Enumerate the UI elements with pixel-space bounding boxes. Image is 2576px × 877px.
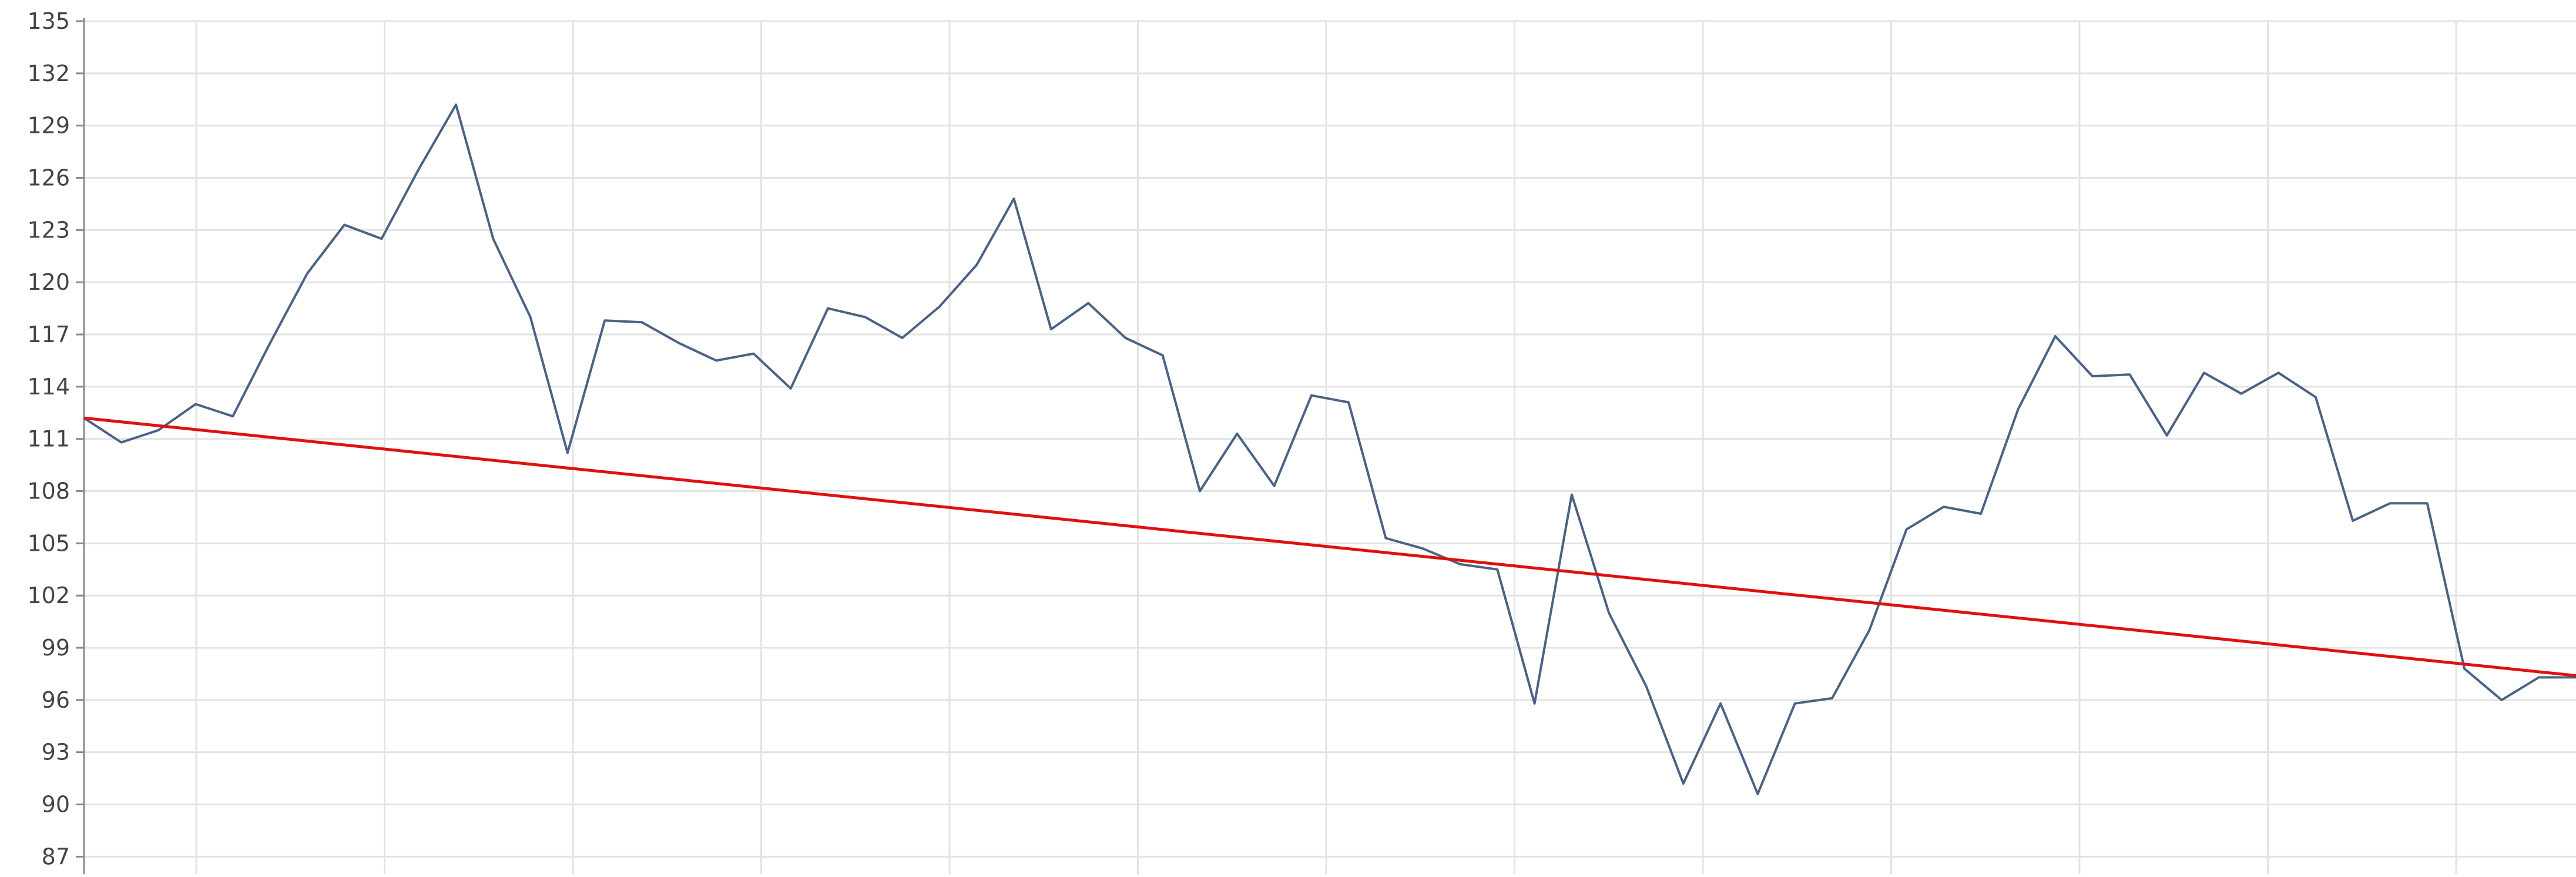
y-tick-label: 129 (27, 113, 70, 139)
y-tick-label: 123 (27, 217, 70, 243)
y-tick-label: 87 (42, 843, 70, 869)
y-tick-label: 105 (27, 530, 70, 556)
series-layer (83, 103, 2576, 795)
y-tick-label: 102 (27, 583, 70, 608)
y-tick-label: 132 (27, 61, 70, 86)
trend-line (83, 416, 2576, 677)
y-tick-label: 111 (27, 426, 70, 452)
y-tick-label: 117 (27, 322, 70, 347)
y-tick-label: 135 (27, 8, 70, 34)
y-tick-label: 90 (42, 792, 70, 818)
y-tick-label: 126 (27, 165, 70, 191)
y-axis: 135 132 129 126 123 120 117 114 111 108 105 102 99 96… (27, 8, 85, 874)
y-tick-label: 120 (27, 269, 70, 295)
series-line (83, 103, 2576, 795)
grid-layer (84, 20, 2576, 874)
y-tick-label: 99 (42, 635, 70, 661)
y-tick-label: 114 (27, 374, 70, 400)
y-tick-label: 96 (42, 687, 70, 713)
y-tick-label: 108 (27, 478, 70, 504)
y-tick-label: 93 (42, 739, 70, 765)
